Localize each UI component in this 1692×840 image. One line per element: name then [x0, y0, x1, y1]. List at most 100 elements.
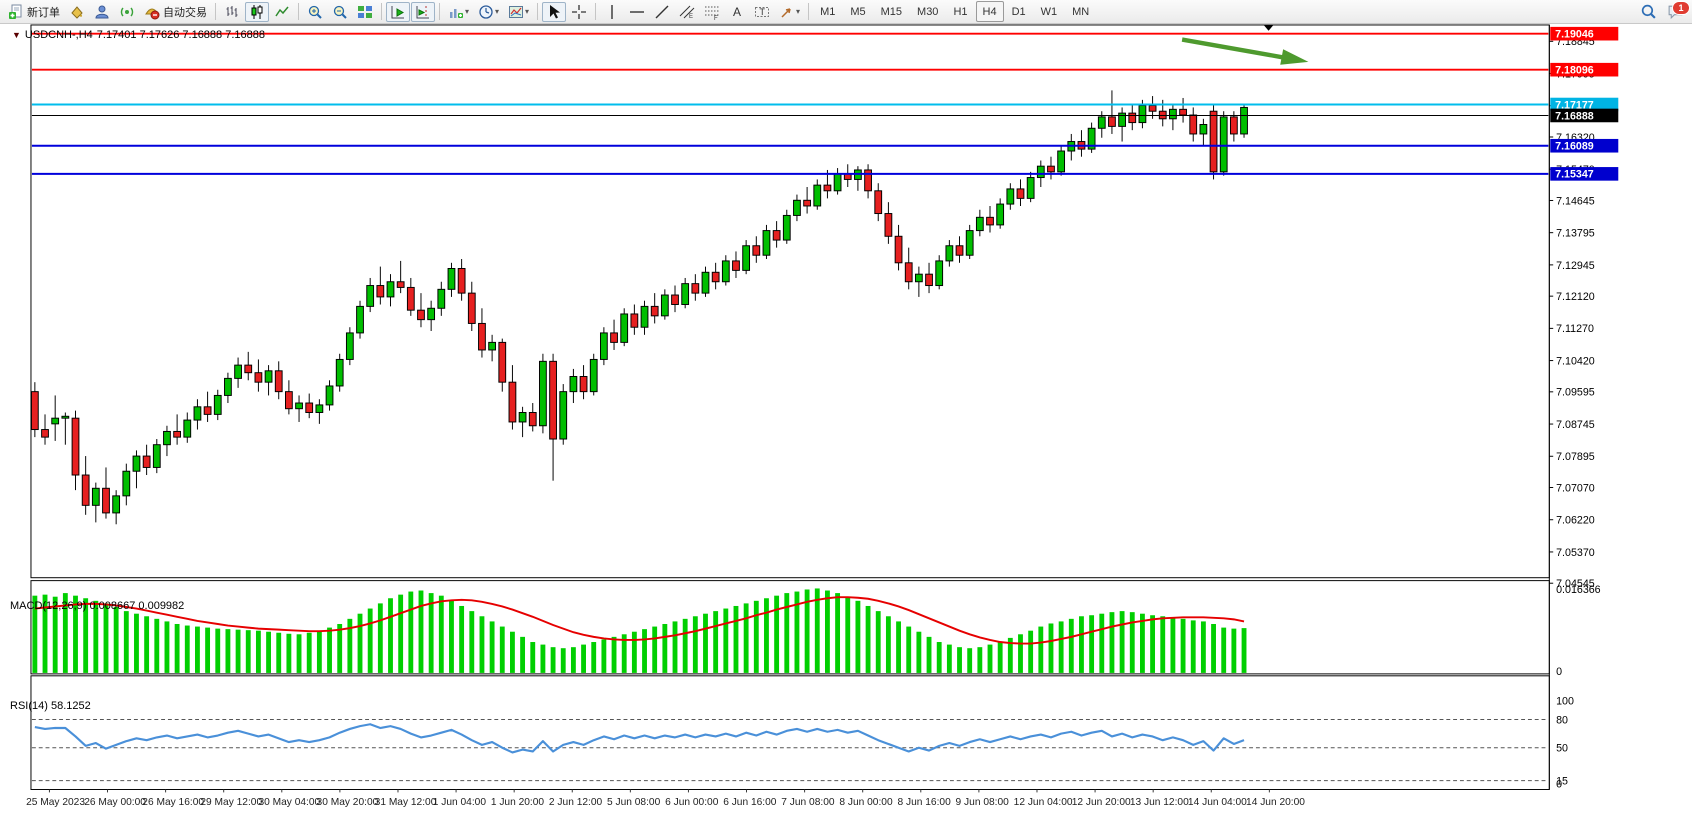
time-axis-label: 9 Jun 08:00 — [956, 797, 1010, 808]
macd-pane[interactable] — [30, 580, 1550, 675]
time-axis-label: 29 May 12:00 — [200, 797, 262, 808]
text-icon: A — [733, 5, 741, 19]
price-tick-label: 7.04545 — [1556, 578, 1595, 590]
new-order-icon — [9, 4, 22, 19]
arrow-annotation[interactable] — [1181, 37, 1309, 65]
timeframe-MN[interactable]: MN — [1072, 5, 1090, 18]
toolbar-separator — [537, 3, 539, 20]
macd-indicator-label: MACD(12,26,9) 0.008667 0.009982 — [10, 600, 185, 612]
level-lines — [31, 32, 1549, 175]
time-axis-label: 31 May 12:00 — [375, 797, 437, 808]
tile-windows-button[interactable] — [353, 2, 377, 22]
price-tick-label: 7.12120 — [1556, 291, 1595, 303]
signals-button[interactable] — [115, 2, 139, 22]
macd-axis-min: 0 — [1556, 666, 1562, 678]
price-tick-label: 7.05370 — [1556, 547, 1595, 559]
timeframe-D1[interactable]: D1 — [1011, 5, 1026, 18]
cursor-icon — [550, 4, 561, 18]
cursor-button[interactable] — [542, 1, 567, 22]
timeframe-M15[interactable]: M15 — [880, 5, 903, 18]
svg-text:A: A — [733, 5, 741, 19]
time-axis-label: 7 Jun 08:00 — [781, 797, 835, 808]
time-axis-label: 12 Jun 04:00 — [1014, 797, 1073, 808]
candlestick-chart-icon — [251, 4, 263, 19]
periods-dropdown-caret: ▾ — [495, 7, 500, 16]
toolbar-separator — [595, 3, 597, 20]
horizontal-line-tool[interactable] — [625, 2, 649, 22]
price-tick-label: 7.06220 — [1556, 515, 1595, 527]
chart-shift-icon — [416, 5, 429, 18]
arrows-tool[interactable]: ▾ — [775, 2, 804, 22]
main-toolbar: 新订单 自动交易 — [0, 0, 1692, 24]
chart-symbol: USDCNH-,H4 — [24, 29, 93, 41]
tile-windows-icon — [358, 5, 372, 18]
price-badge-label: 7.16089 — [1555, 141, 1594, 153]
paint-bucket-icon — [71, 5, 83, 19]
price-badge — [1550, 108, 1619, 123]
timeframe-M30[interactable]: M30 — [917, 5, 939, 18]
line-chart-button[interactable] — [270, 2, 294, 22]
rsi-axis-label: 100 — [1556, 696, 1574, 708]
new-order-button[interactable]: 新订单 — [4, 2, 64, 22]
timeframe-M1[interactable]: M1 — [820, 5, 836, 18]
window-bottom-strip — [0, 834, 1692, 840]
zoom-out-button[interactable] — [328, 2, 352, 22]
channel-tool[interactable]: E — [675, 2, 699, 22]
main-pane[interactable] — [30, 24, 1550, 579]
templates-button[interactable]: ▾ — [504, 2, 533, 22]
time-axis-label: 30 May 20:00 — [317, 797, 379, 808]
timeframe-W1[interactable]: W1 — [1040, 5, 1058, 18]
auto-scroll-button[interactable] — [386, 1, 410, 22]
time-axis-label: 2 Jun 12:00 — [549, 797, 603, 808]
zoom-in-button[interactable] — [303, 2, 327, 22]
time-axis-label: 25 May 2023 — [26, 797, 85, 808]
fibonacci-tool[interactable]: F — [700, 2, 724, 22]
arrows-dropdown-caret: ▾ — [796, 7, 801, 16]
clock-icon — [479, 4, 493, 19]
periods-button[interactable]: ▾ — [474, 2, 503, 22]
timeframe-H1[interactable]: H1 — [953, 5, 968, 18]
candlestick-chart-button[interactable] — [245, 1, 269, 22]
timeframe-H4[interactable]: H4 — [975, 1, 1004, 22]
price-tick-label: 7.09595 — [1556, 387, 1595, 399]
auto-trading-icon — [145, 8, 160, 19]
timeframe-M5[interactable]: M5 — [850, 5, 866, 18]
text-tool[interactable]: A — [725, 2, 749, 22]
indicators-button[interactable]: ▾ — [444, 2, 473, 22]
profile-button[interactable] — [90, 2, 114, 22]
chart-window: ▼ USDCNH-,H4 7.17401 7.17626 7.16888 7.1… — [0, 24, 1692, 840]
equidistant-channel-icon: E — [679, 5, 695, 20]
text-label-tool[interactable]: T — [750, 2, 774, 22]
rsi-line — [34, 723, 1245, 754]
top-marker-icon — [1263, 24, 1274, 31]
fibonacci-icon: F — [705, 6, 720, 20]
chart-ohlc: 7.17401 7.17626 7.16888 7.16888 — [96, 29, 265, 41]
time-axis-label: 8 Jun 00:00 — [839, 797, 893, 808]
price-tick-label: 7.08745 — [1556, 419, 1595, 431]
styler-button[interactable] — [65, 2, 89, 22]
price-chart-canvas[interactable]: 7.188457.179957.171457.163207.154707.146… — [0, 24, 1692, 840]
vertical-line-tool[interactable] — [600, 2, 624, 22]
trendline-tool[interactable] — [650, 2, 674, 22]
price-tick-label: 7.07070 — [1556, 482, 1595, 494]
chart-shift-button[interactable] — [411, 1, 435, 22]
time-axis-label: 12 Jun 20:00 — [1072, 797, 1131, 808]
crosshair-button[interactable] — [567, 2, 591, 22]
symbol-collapse-icon[interactable]: ▼ — [12, 30, 21, 40]
price-tick-label: 7.12945 — [1556, 260, 1595, 272]
auto-trading-button[interactable]: 自动交易 — [140, 2, 211, 22]
notifications-button[interactable]: 1 — [1662, 0, 1690, 22]
time-axis-label: 8 Jun 16:00 — [897, 797, 951, 808]
price-badge-label: 7.17177 — [1555, 99, 1594, 111]
price-tick-label: 7.13795 — [1556, 228, 1595, 240]
bar-chart-button[interactable] — [220, 2, 244, 22]
search-button[interactable] — [1636, 2, 1661, 22]
template-icon — [509, 5, 524, 18]
new-order-label: 新订单 — [27, 6, 60, 19]
macd-axis-max: 0.016366 — [1556, 584, 1601, 596]
signal-icon — [120, 7, 134, 16]
arrows-icon — [781, 7, 791, 18]
rsi-pane[interactable] — [30, 675, 1550, 790]
